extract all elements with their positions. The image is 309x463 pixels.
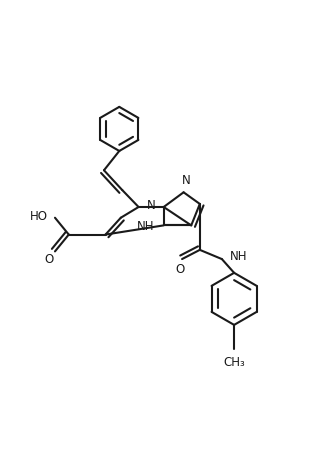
Text: O: O bbox=[44, 253, 53, 266]
Text: N: N bbox=[147, 199, 156, 212]
Text: O: O bbox=[175, 263, 184, 276]
Text: NH: NH bbox=[230, 250, 247, 263]
Text: HO: HO bbox=[30, 210, 48, 223]
Text: NH: NH bbox=[137, 220, 154, 233]
Text: N: N bbox=[182, 174, 190, 187]
Text: CH₃: CH₃ bbox=[223, 356, 245, 369]
